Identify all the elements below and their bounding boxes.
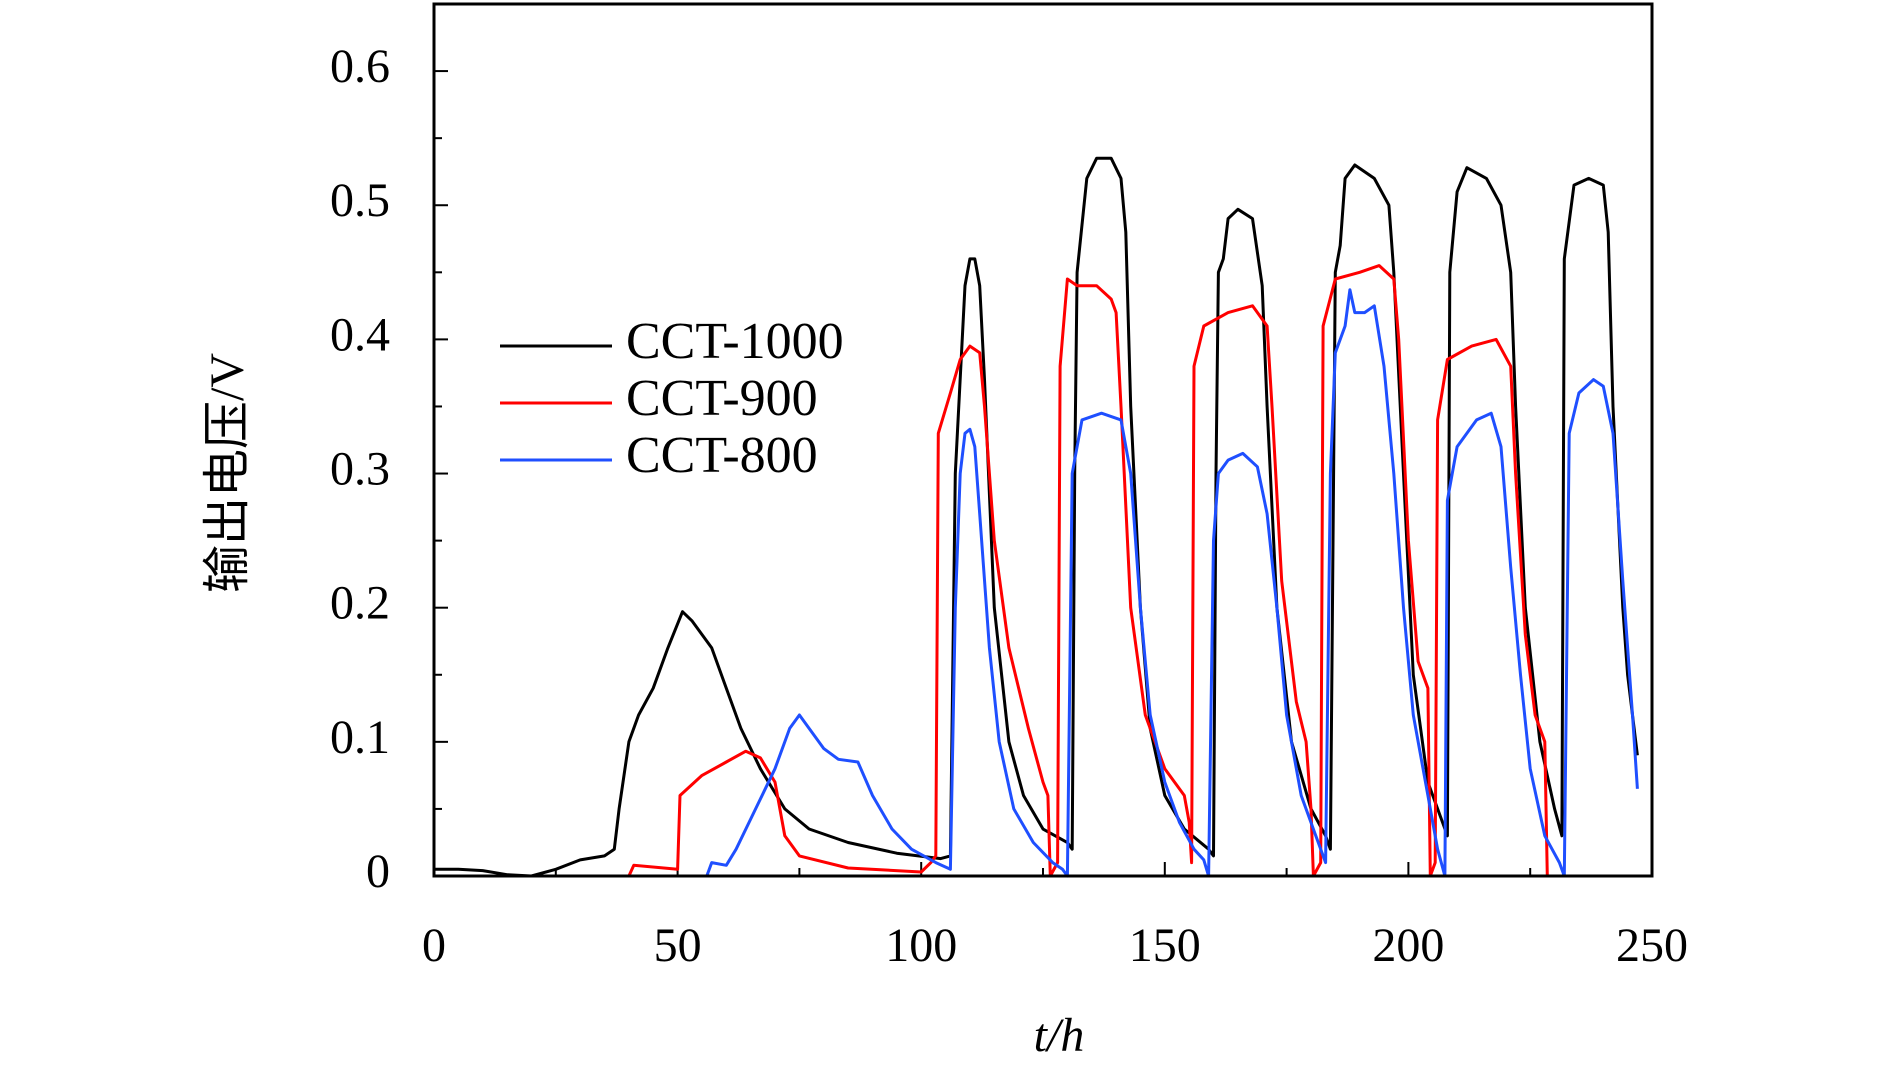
legend-label: CCT-800 <box>626 427 818 484</box>
y-tick-label: 0 <box>366 845 390 898</box>
legend-label: CCT-1000 <box>626 313 844 370</box>
plot-frame <box>432 2 1654 878</box>
x-tick-label: 200 <box>1372 919 1444 972</box>
y-tick-label: 0.5 <box>330 174 390 227</box>
y-tick-label: 0.6 <box>330 40 390 93</box>
data-line <box>434 288 1639 878</box>
x-tick-label: 250 <box>1616 919 1688 972</box>
x-tick-label: 150 <box>1129 919 1201 972</box>
legend-label: CCT-900 <box>626 370 818 427</box>
data-line <box>434 264 1549 878</box>
x-tick-label: 0 <box>422 919 446 972</box>
y-tick-label: 0.1 <box>330 711 390 764</box>
y-tick-label: 0.2 <box>330 577 390 630</box>
x-axis-label: t/h <box>1034 1009 1085 1062</box>
data-line <box>434 156 1639 878</box>
y-tick-label: 0.3 <box>330 443 390 496</box>
x-tick-label: 50 <box>654 919 702 972</box>
x-tick-label: 100 <box>885 919 957 972</box>
y-tick-label: 0.4 <box>330 308 390 361</box>
y-axis-label: 输出电压/V <box>201 353 254 593</box>
